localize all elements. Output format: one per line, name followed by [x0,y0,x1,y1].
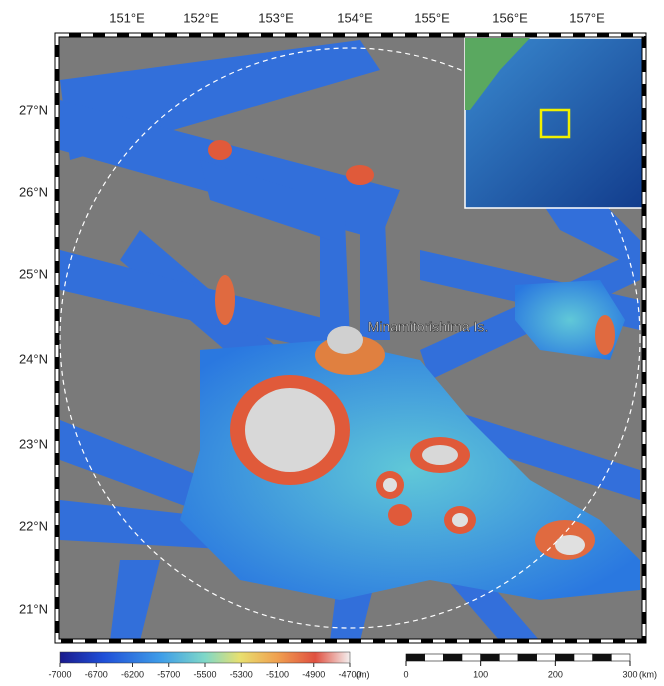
map-area [54,32,647,644]
colorbar-label: -6700 [85,669,108,679]
scale-segment [517,653,537,662]
scale-segment [499,653,519,662]
scale-label: 100 [473,669,488,679]
colorbar-label: -7000 [48,669,71,679]
latitude-label: 26°N [19,184,48,199]
colorbar-label: -5500 [193,669,216,679]
longitude-label: 156°E [492,10,528,25]
latitude-label: 22°N [19,518,48,533]
scale-segment [480,653,500,662]
scale-bar: 0 100 200 300 (km) [403,653,657,679]
seamounts [208,140,615,560]
scale-segment [405,653,425,662]
longitude-label: 152°E [183,10,219,25]
latitude-label: 24°N [19,351,48,366]
colorbar-label: -5300 [230,669,253,679]
longitude-label: 155°E [414,10,450,25]
scale-segment [573,653,593,662]
map-frame-dashes [55,33,646,643]
colorbar-unit: (m) [356,669,370,679]
colorbar-label: -6200 [121,669,144,679]
latitude-label: 27°N [19,102,48,117]
scale-unit: (km) [639,669,657,679]
scale-segment [461,653,481,662]
colorbar-label: -5100 [266,669,289,679]
range-circle [59,47,641,629]
colorbar [59,651,351,664]
longitude-label: 157°E [569,10,605,25]
colorbar-label: -4900 [302,669,325,679]
scale-segment [443,653,463,662]
scale-segment [536,653,556,662]
latitude-label: 23°N [19,436,48,451]
latitude-label: 25°N [19,266,48,281]
colorbar-label: -4700 [338,669,361,679]
scale-label: 0 [403,669,408,679]
scale-segment [592,653,612,662]
longitude-label: 153°E [258,10,294,25]
inset-map [464,37,646,209]
latitude-label: 21°N [19,601,48,616]
colorbar-label: -5700 [157,669,180,679]
longitude-label: 154°E [337,10,373,25]
scale-segment [611,653,631,662]
scale-segment [555,653,575,662]
scale-label: 300 [622,669,637,679]
longitude-label: 151°E [109,10,145,25]
scale-segment [424,653,444,662]
scale-label: 200 [548,669,563,679]
place-label: Minamitorishima Is. [368,319,489,335]
